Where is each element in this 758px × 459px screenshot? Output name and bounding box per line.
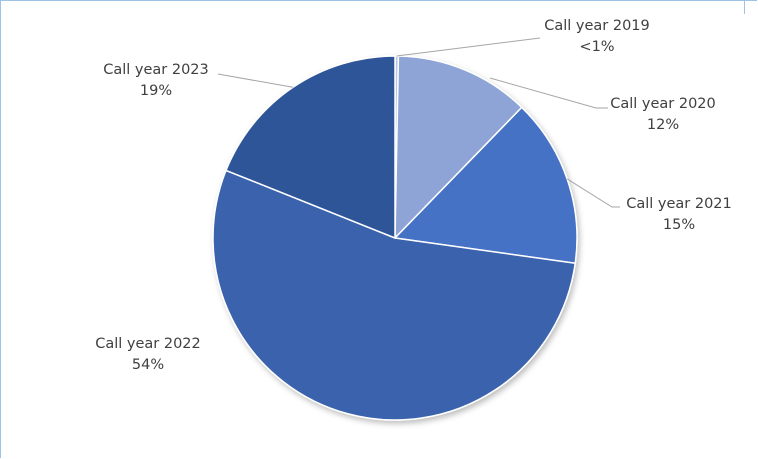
slice-label-call-year-2022: Call year 2022 (95, 336, 201, 352)
slice-percent-call-year-2021: 15% (663, 217, 695, 233)
leader-line-call-year-2021 (567, 179, 620, 207)
slice-percent-call-year-2019: <1% (579, 39, 614, 55)
leader-line-call-year-2023 (218, 74, 293, 87)
slice-label-call-year-2023: Call year 2023 (103, 62, 209, 78)
slice-label-call-year-2019: Call year 2019 (544, 18, 650, 34)
slice-percent-call-year-2022: 54% (132, 357, 164, 373)
slice-label-call-year-2020: Call year 2020 (610, 96, 716, 112)
slice-label-call-year-2021: Call year 2021 (626, 196, 732, 212)
slice-percent-call-year-2020: 12% (647, 117, 679, 133)
slice-percent-call-year-2023: 19% (140, 83, 172, 99)
leader-line-call-year-2019 (397, 38, 540, 56)
